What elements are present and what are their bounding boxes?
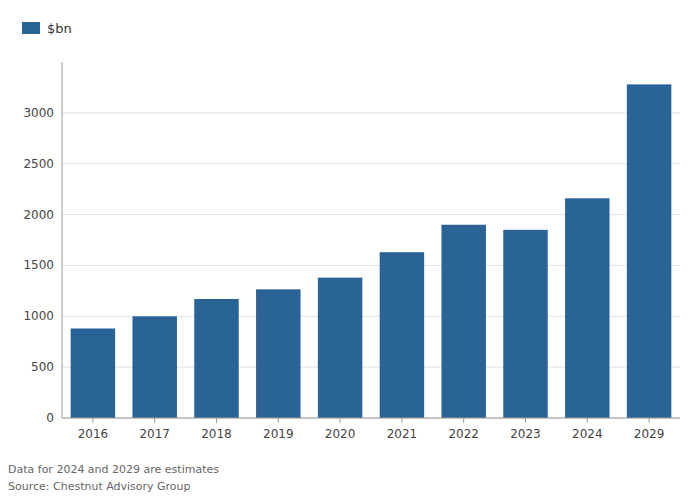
x-tick (216, 418, 217, 423)
y-tick-label: 2500 (23, 157, 54, 171)
x-tick-label: 2029 (634, 427, 665, 441)
grid-line (62, 163, 680, 164)
x-tick (92, 418, 93, 423)
bar: 2020: 1380 (318, 278, 362, 418)
x-tick-label: 2018 (201, 427, 232, 441)
y-tick-label: 1000 (23, 309, 54, 323)
x-tick (587, 418, 588, 423)
y-tick-label: 1500 (23, 258, 54, 272)
bar: 2023: 1850 (503, 230, 547, 418)
bar: 2022: 1900 (441, 225, 485, 418)
x-tick-label: 2016 (78, 427, 109, 441)
x-tick (278, 418, 279, 423)
bar: 2029: 3280 (627, 84, 671, 418)
x-tick-label: 2023 (510, 427, 541, 441)
background (0, 0, 700, 500)
x-tick (340, 418, 341, 423)
legend-label: $bn (47, 21, 72, 36)
y-axis-line (62, 62, 63, 418)
bars: 2016: 880 2017: 1000 2018: 1170 2019: 1265 2… (71, 84, 672, 418)
x-tick-label: 2019 (263, 427, 294, 441)
x-tick (401, 418, 402, 423)
y-tick-label: 2000 (23, 208, 54, 222)
y-tick-label: 3000 (23, 106, 54, 120)
x-tick (649, 418, 650, 423)
bar: 2018: 1170 (194, 299, 238, 418)
grid-line (62, 112, 680, 113)
bar: 2017: 1000 (132, 316, 176, 418)
x-tick-label: 2020 (325, 427, 356, 441)
x-tick (463, 418, 464, 423)
x-tick (154, 418, 155, 423)
x-tick (525, 418, 526, 423)
x-tick-label: 2017 (139, 427, 170, 441)
bar: 2021: 1630 (380, 252, 424, 418)
x-tick-label: 2024 (572, 427, 603, 441)
bar: 2016: 880 (71, 328, 115, 418)
y-tick-label: 500 (31, 360, 54, 374)
footnote: Source: Chestnut Advisory Group (8, 480, 191, 493)
x-tick-label: 2021 (387, 427, 418, 441)
x-tick-label: 2022 (448, 427, 479, 441)
legend-swatch (22, 22, 40, 34)
footnote: Data for 2024 and 2029 are estimates (8, 463, 219, 476)
bar: 2019: 1265 (256, 289, 300, 418)
bar: 2024: 2160 (565, 198, 609, 418)
y-tick-label: 0 (46, 411, 54, 425)
chart: 0 500 1000 1500 2000 2500 3000 2016: 880 2017: 1… (0, 0, 700, 500)
